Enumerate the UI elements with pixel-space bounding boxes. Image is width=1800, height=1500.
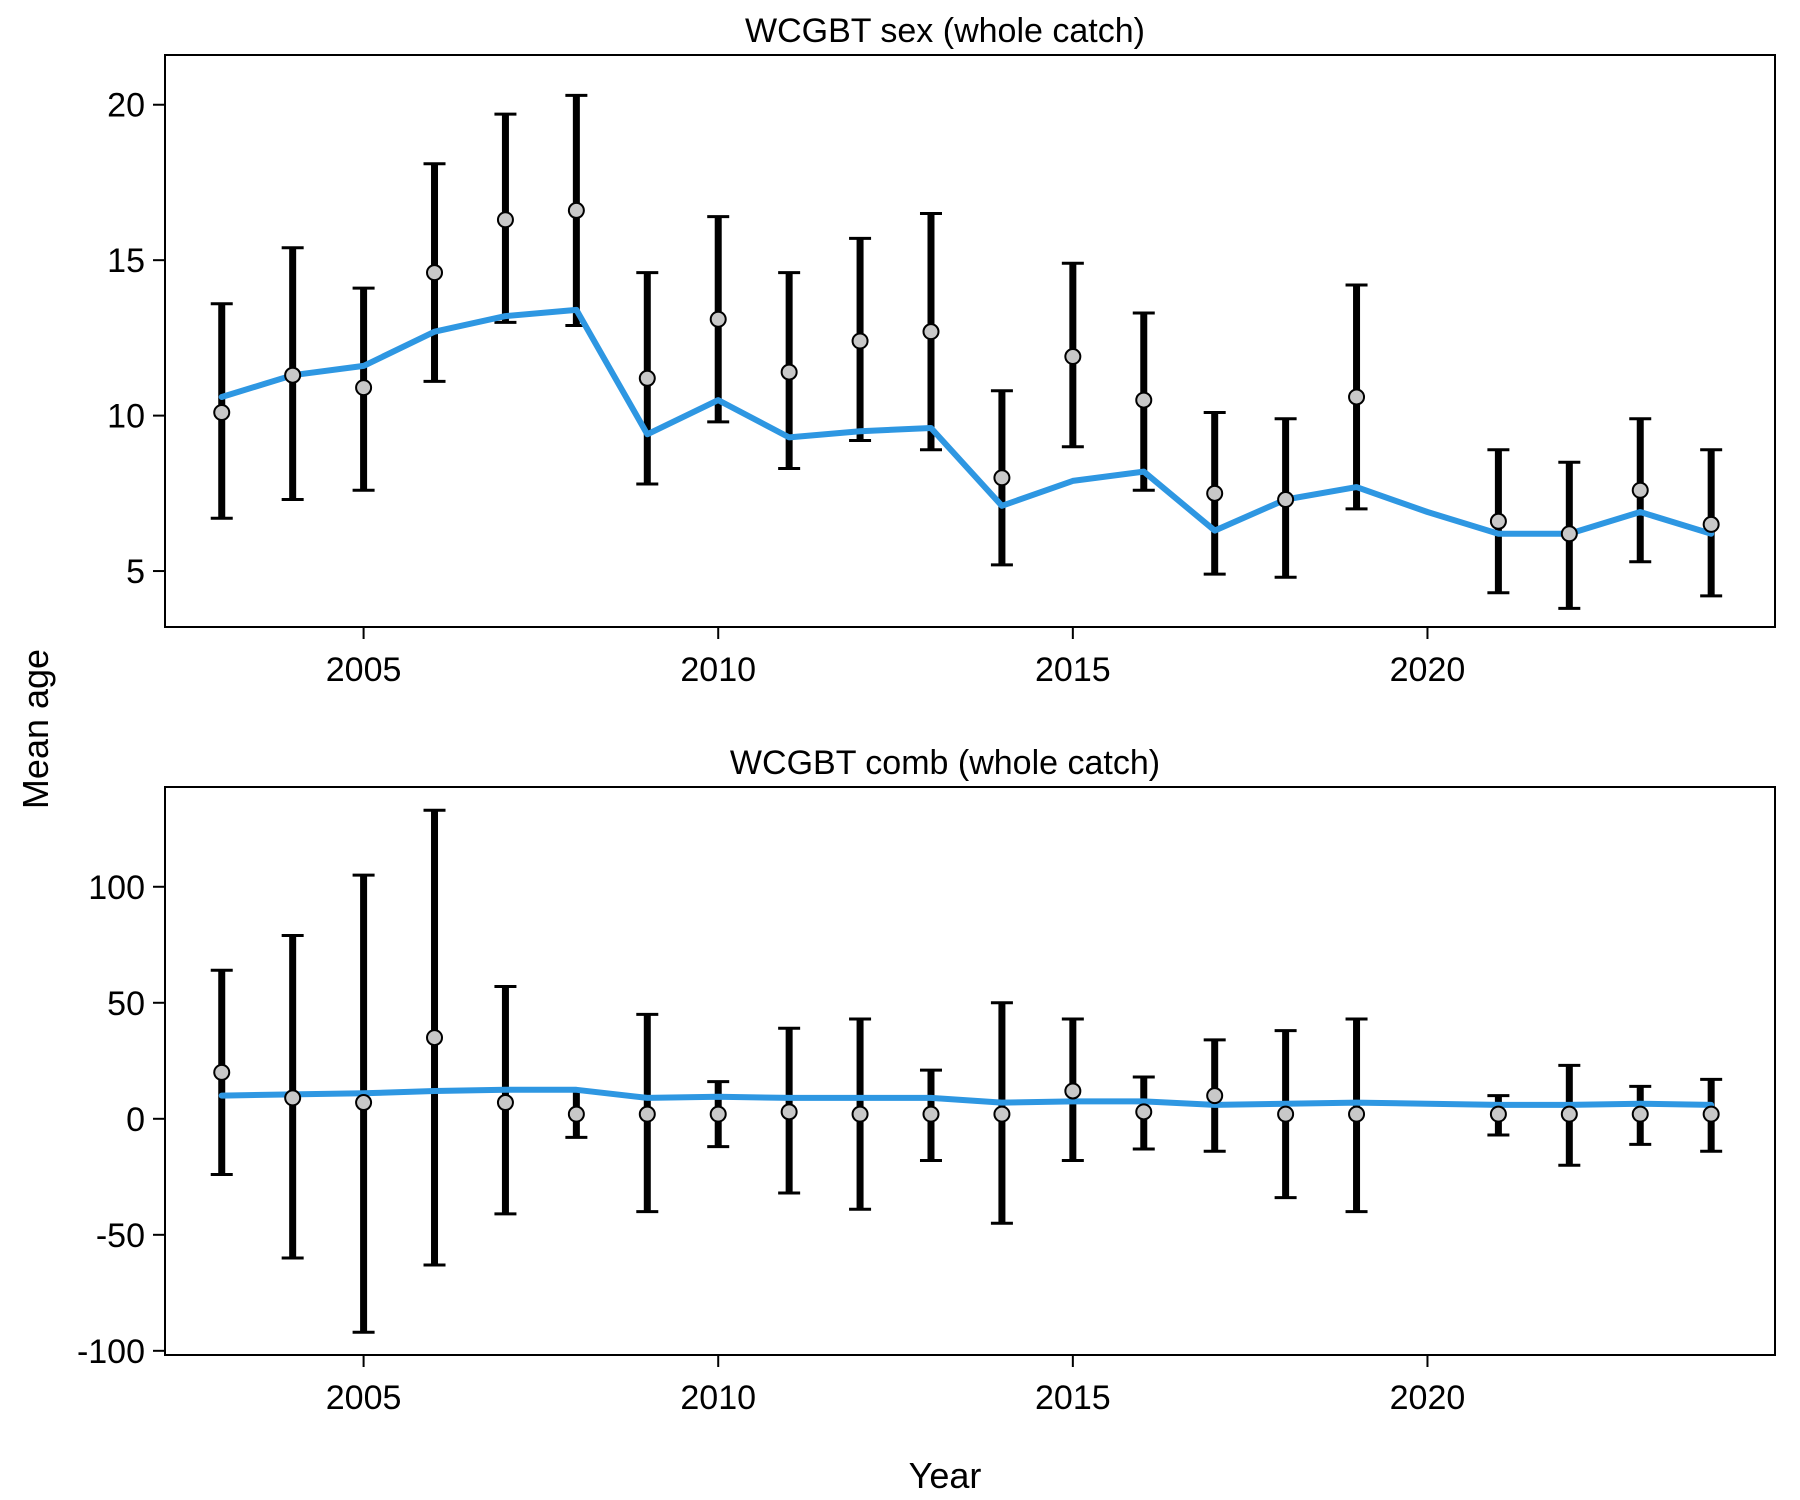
observed-points (213, 1029, 1720, 1123)
observed-point (1064, 348, 1082, 366)
x-tick-label: 2020 (1390, 1379, 1466, 1417)
observed-point (1348, 388, 1366, 406)
expected-line (218, 1086, 1715, 1108)
observed-point (922, 323, 940, 341)
expected-line-layer (218, 1086, 1715, 1108)
y-tick-label: 10 (107, 398, 145, 436)
expected-line-layer (218, 306, 1715, 537)
y-axis-title: Mean age (15, 649, 56, 809)
observed-point (851, 332, 869, 350)
observed-point (426, 1029, 444, 1047)
observed-point (1064, 1082, 1082, 1100)
observed-point (1631, 1105, 1649, 1123)
observed-point (1206, 1087, 1224, 1105)
y-tick-label: 50 (107, 985, 145, 1023)
y-tick-label: -100 (77, 1333, 145, 1371)
observed-point (426, 264, 444, 282)
observed-point (1489, 512, 1507, 530)
observed-point (284, 1089, 302, 1107)
x-axis: 2005 2010 2015 2020 (326, 1355, 1466, 1417)
y-tick-label: 100 (88, 869, 145, 907)
observed-point (993, 469, 1011, 487)
observed-point (213, 1063, 231, 1081)
observed-point (709, 1105, 727, 1123)
observed-points (213, 201, 1720, 543)
observed-point (355, 1094, 373, 1112)
observed-point (1702, 515, 1720, 533)
observed-point (1631, 481, 1649, 499)
observed-point (567, 201, 585, 219)
observed-point (1348, 1105, 1366, 1123)
observed-point (638, 1105, 656, 1123)
observed-point (993, 1105, 1011, 1123)
x-tick-label: 2010 (680, 651, 756, 689)
y-tick-label: 0 (126, 1101, 145, 1139)
y-tick-label: 20 (107, 87, 145, 125)
observed-point (1135, 1103, 1153, 1121)
x-tick-label: 2010 (680, 1379, 756, 1417)
observed-point (851, 1105, 869, 1123)
observed-point (922, 1105, 940, 1123)
observed-point (1489, 1105, 1507, 1123)
plot-frame (164, 54, 1776, 628)
y-tick-label: -50 (96, 1217, 145, 1255)
observed-point (567, 1105, 585, 1123)
observed-point (1277, 1105, 1295, 1123)
x-axis: 2005 2010 2015 2020 (326, 627, 1466, 689)
y-axis: -100 -50 0 50 100 (77, 869, 165, 1371)
observed-point (638, 369, 656, 387)
observed-point (780, 363, 798, 381)
observed-point (355, 379, 373, 397)
panel-top: WCGBT sex (whole catch) 2005 2010 2015 2020… (107, 12, 1776, 689)
x-tick-label: 2015 (1035, 651, 1111, 689)
expected-line (218, 306, 1715, 537)
panel-bottom: WCGBT comb (whole catch) 2005 2010 2015 202… (77, 744, 1776, 1417)
panel-title: WCGBT sex (whole catch) (745, 12, 1145, 50)
observed-point (1560, 1105, 1578, 1123)
observed-point (213, 404, 231, 421)
observed-point (496, 211, 514, 229)
x-tick-label: 2015 (1035, 1379, 1111, 1417)
x-axis-title: Year (909, 1455, 982, 1496)
observed-point (496, 1094, 514, 1112)
observed-point (1135, 391, 1153, 409)
observed-point (1206, 484, 1224, 502)
observed-point (780, 1103, 798, 1121)
y-axis: 5 10 15 20 (107, 87, 165, 591)
x-tick-label: 2005 (326, 651, 402, 689)
y-tick-label: 15 (107, 242, 145, 280)
observed-point (284, 366, 302, 384)
plot-frame (164, 786, 1776, 1356)
observed-point (1277, 491, 1295, 509)
panel-title: WCGBT comb (whole catch) (730, 744, 1160, 782)
x-tick-label: 2020 (1390, 651, 1466, 689)
observed-point (709, 310, 727, 328)
observed-point (1702, 1105, 1720, 1123)
x-tick-label: 2005 (326, 1379, 402, 1417)
y-tick-label: 5 (126, 553, 145, 591)
observed-point (1560, 525, 1578, 543)
